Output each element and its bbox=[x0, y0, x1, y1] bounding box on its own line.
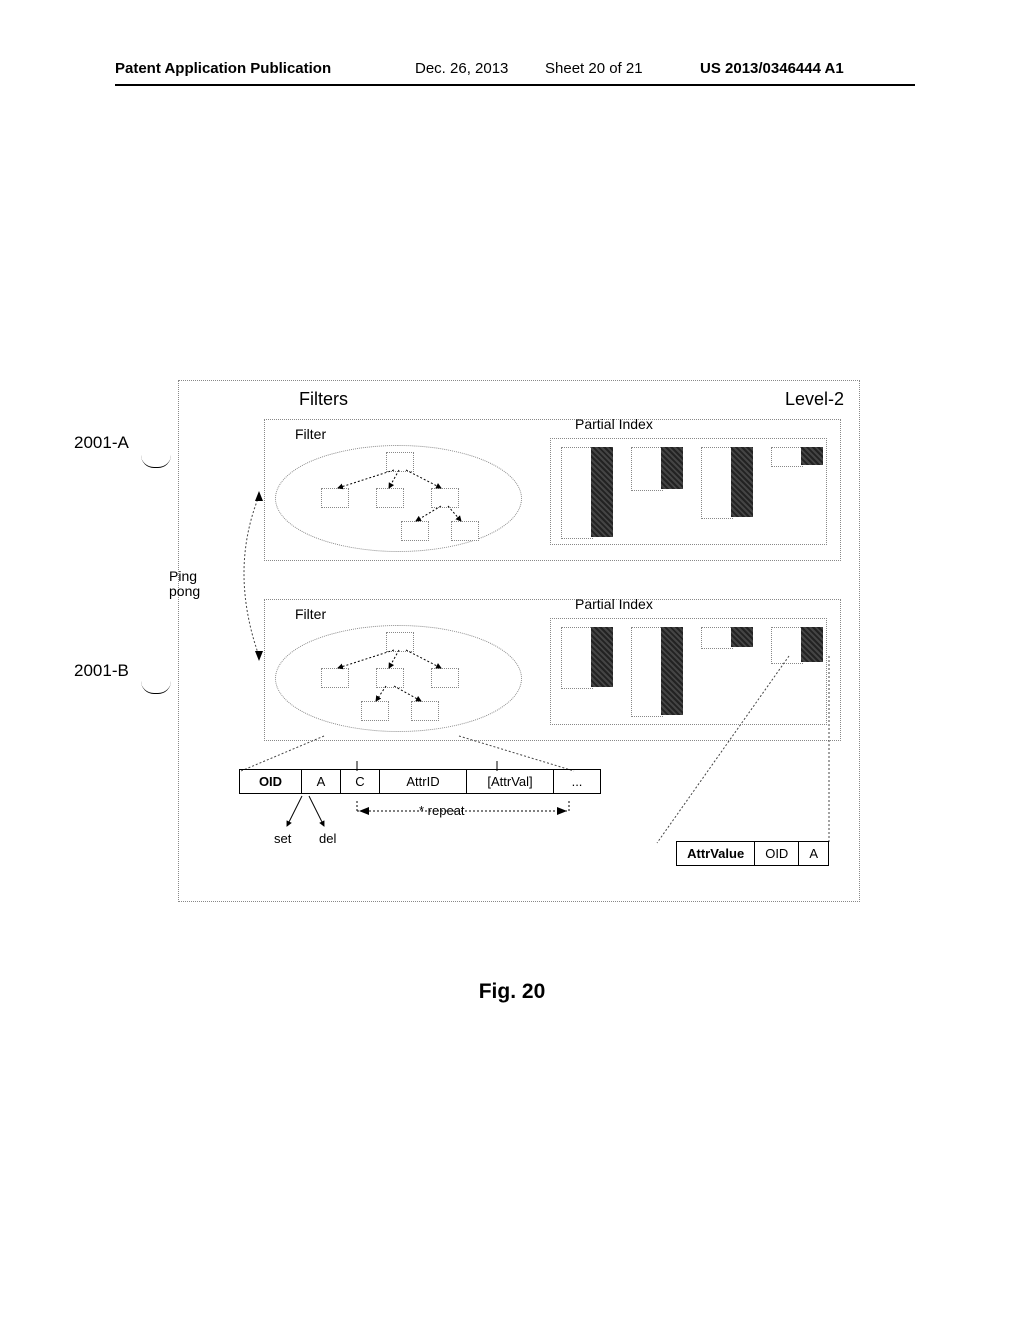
repeat-label: * repeat bbox=[419, 803, 465, 818]
partial-label-a: Partial Index bbox=[575, 416, 653, 432]
subsystem-b: Filter Partial Index bbox=[264, 599, 841, 741]
ref-2001-b: 2001-B bbox=[74, 661, 129, 681]
bar-fill bbox=[731, 627, 753, 647]
attr-cell-a: A bbox=[799, 842, 828, 865]
bar-fill bbox=[591, 447, 613, 537]
tree-node bbox=[386, 452, 414, 472]
bar-fill bbox=[731, 447, 753, 517]
ref-arc-a bbox=[141, 455, 171, 468]
bar-outline bbox=[631, 447, 663, 491]
tree-node bbox=[411, 701, 439, 721]
bar-outline bbox=[701, 447, 733, 519]
tree-node bbox=[376, 668, 404, 688]
heading-level2: Level-2 bbox=[785, 389, 844, 410]
bar-outline bbox=[771, 447, 803, 467]
filter-ellipse-a bbox=[275, 445, 522, 552]
bar-outline bbox=[771, 627, 803, 664]
filter-label-b: Filter bbox=[295, 606, 326, 622]
subsystem-a: Filter Partial Index bbox=[264, 419, 841, 561]
bar-outline bbox=[561, 447, 593, 539]
header-publication: Patent Application Publication bbox=[115, 60, 331, 77]
record-cell-attrid: AttrID bbox=[380, 770, 467, 793]
partial-index-b bbox=[550, 618, 827, 725]
bar-fill bbox=[801, 447, 823, 465]
bar-fill bbox=[661, 627, 683, 715]
set-label: set bbox=[274, 831, 291, 846]
bar-fill bbox=[591, 627, 613, 687]
record-cell-oid: OID bbox=[240, 770, 302, 793]
tree-node bbox=[431, 668, 459, 688]
header-date: Dec. 26, 2013 bbox=[415, 60, 508, 77]
figure-caption: Fig. 20 bbox=[0, 980, 1024, 1004]
bar-fill bbox=[661, 447, 683, 489]
page: Patent Application Publication Dec. 26, … bbox=[0, 0, 1024, 1320]
tree-node bbox=[451, 521, 479, 541]
partial-label-b: Partial Index bbox=[575, 596, 653, 612]
header-pubnum: US 2013/0346444 A1 bbox=[700, 60, 844, 77]
ref-2001-a: 2001-A bbox=[74, 433, 129, 453]
bar-outline bbox=[701, 627, 733, 649]
diagram-container: Filters Level-2 2001-A 2001-B Ping pong … bbox=[178, 380, 860, 902]
bar-outline bbox=[561, 627, 593, 689]
tree-node bbox=[386, 632, 414, 652]
record-cell-c: C bbox=[341, 770, 380, 793]
bar-fill bbox=[801, 627, 823, 662]
record-cell-attrval: [AttrVal] bbox=[467, 770, 554, 793]
filter-label-a: Filter bbox=[295, 426, 326, 442]
record-row: OID A C AttrID [AttrVal] ... bbox=[239, 769, 601, 794]
tree-node bbox=[361, 701, 389, 721]
record-cell-ellipsis: ... bbox=[554, 770, 600, 793]
attr-cell-value: AttrValue bbox=[677, 842, 755, 865]
header-rule bbox=[115, 84, 915, 86]
pingpong-label: Ping pong bbox=[169, 569, 200, 600]
record-cell-a: A bbox=[302, 770, 341, 793]
tree-node bbox=[321, 488, 349, 508]
partial-index-a bbox=[550, 438, 827, 545]
tree-node bbox=[321, 668, 349, 688]
bar-outline bbox=[631, 627, 663, 717]
tree-node bbox=[431, 488, 459, 508]
attr-cell-oid: OID bbox=[755, 842, 799, 865]
header-sheet: Sheet 20 of 21 bbox=[545, 60, 643, 77]
tree-node bbox=[376, 488, 404, 508]
ref-arc-b bbox=[141, 681, 171, 694]
filter-ellipse-b bbox=[275, 625, 522, 732]
del-label: del bbox=[319, 831, 336, 846]
attr-record-row: AttrValue OID A bbox=[676, 841, 829, 866]
tree-node bbox=[401, 521, 429, 541]
heading-filters: Filters bbox=[299, 389, 348, 410]
